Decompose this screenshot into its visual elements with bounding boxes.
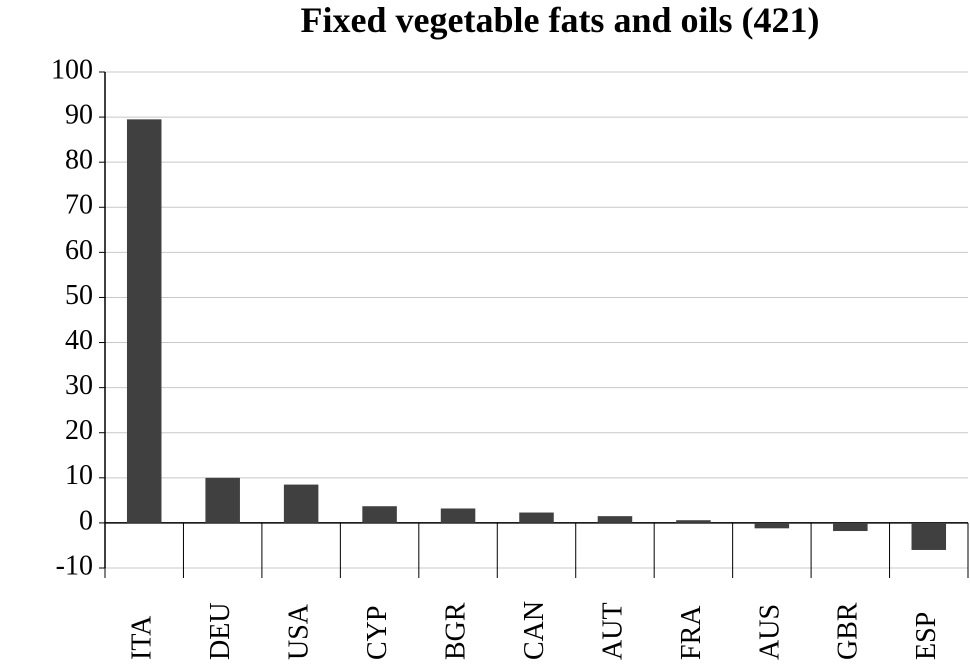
bar [283, 484, 319, 523]
bar [362, 506, 397, 523]
bar [519, 512, 554, 523]
chart-title: Fixed vegetable fats and oils (421) [301, 0, 820, 40]
y-tick-label: 70 [65, 190, 93, 221]
x-tick-label: ITA [127, 615, 158, 660]
y-tick-label: 20 [65, 415, 93, 446]
bar [754, 522, 790, 529]
x-tick-label: AUS [754, 604, 785, 660]
bar [911, 522, 947, 550]
y-tick-label: 60 [65, 235, 93, 266]
y-tick-label: 50 [65, 280, 93, 311]
x-tick-label: DEU [205, 602, 236, 660]
y-tick-label: 0 [79, 505, 93, 536]
y-tick-label: 10 [65, 460, 93, 491]
y-tick-label: -10 [56, 550, 93, 581]
bar [126, 119, 162, 523]
x-tick-label: GBR [833, 602, 864, 660]
y-tick-label: 100 [51, 54, 93, 85]
x-tick-label: BGR [440, 602, 471, 660]
x-tick-label: FRA [676, 605, 707, 660]
bar [676, 520, 711, 523]
x-tick-label: USA [284, 603, 315, 660]
bar [440, 508, 476, 523]
y-tick-label: 40 [65, 325, 93, 356]
bar [833, 522, 868, 532]
y-tick-label: 80 [65, 145, 93, 176]
x-tick-label: ESP [911, 612, 942, 660]
x-tick-label: CYP [362, 606, 393, 660]
y-tick-label: 90 [65, 100, 93, 131]
bar [205, 477, 240, 523]
bar [597, 516, 633, 523]
y-tick-label: 30 [65, 370, 93, 401]
x-tick-label: CAN [519, 601, 550, 660]
x-tick-label: AUT [597, 602, 628, 660]
